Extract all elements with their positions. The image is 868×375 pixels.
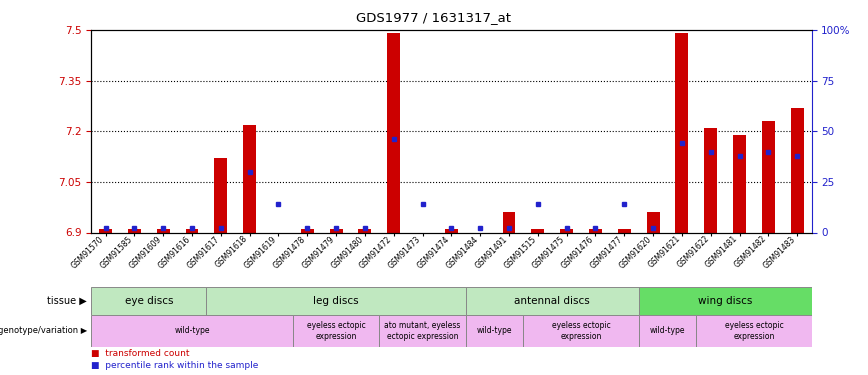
- Text: eyeless ectopic
expression: eyeless ectopic expression: [725, 321, 783, 340]
- Text: GSM91483: GSM91483: [761, 234, 797, 270]
- Text: GSM91622: GSM91622: [675, 234, 711, 270]
- Text: wild-type: wild-type: [650, 326, 685, 335]
- Bar: [639, 287, 812, 315]
- Text: wild-type: wild-type: [174, 326, 210, 335]
- Bar: [696, 315, 812, 347]
- Text: wing discs: wing discs: [698, 296, 753, 306]
- Text: GSM91472: GSM91472: [358, 234, 394, 270]
- Bar: [387, 33, 400, 232]
- Text: eyeless ectopic
expression: eyeless ectopic expression: [552, 321, 610, 340]
- Bar: [791, 108, 804, 232]
- Text: GSM91479: GSM91479: [300, 234, 336, 270]
- Bar: [675, 33, 688, 232]
- Text: GDS1977 / 1631317_at: GDS1977 / 1631317_at: [357, 11, 511, 24]
- Bar: [214, 158, 227, 232]
- Text: GSM91484: GSM91484: [444, 234, 480, 270]
- Bar: [128, 229, 141, 232]
- Text: GSM91515: GSM91515: [503, 234, 538, 270]
- Bar: [293, 315, 379, 347]
- Text: genotype/variation ▶: genotype/variation ▶: [0, 326, 87, 335]
- Text: tissue ▶: tissue ▶: [47, 296, 87, 306]
- Bar: [186, 229, 199, 232]
- Text: GSM91617: GSM91617: [185, 234, 220, 270]
- Text: ■  percentile rank within the sample: ■ percentile rank within the sample: [91, 361, 259, 370]
- Text: eyeless ectopic
expression: eyeless ectopic expression: [306, 321, 365, 340]
- Text: GSM91476: GSM91476: [560, 234, 595, 270]
- Text: GSM91477: GSM91477: [589, 234, 624, 270]
- Bar: [503, 212, 516, 232]
- Bar: [207, 287, 466, 315]
- Bar: [618, 229, 631, 232]
- Bar: [589, 229, 602, 232]
- Bar: [301, 229, 313, 232]
- Bar: [647, 212, 660, 232]
- Bar: [379, 315, 466, 347]
- Text: GSM91621: GSM91621: [647, 234, 682, 270]
- Text: GSM91609: GSM91609: [128, 234, 163, 270]
- Text: ato mutant, eyeless
ectopic expression: ato mutant, eyeless ectopic expression: [385, 321, 461, 340]
- Bar: [99, 229, 112, 232]
- Bar: [523, 315, 639, 347]
- Text: GSM91480: GSM91480: [329, 234, 365, 270]
- Bar: [330, 229, 343, 232]
- Bar: [445, 229, 457, 232]
- Bar: [157, 229, 169, 232]
- Bar: [639, 315, 696, 347]
- Bar: [560, 229, 573, 232]
- Bar: [243, 124, 256, 232]
- Bar: [704, 128, 717, 232]
- Text: GSM91475: GSM91475: [531, 234, 567, 270]
- Bar: [91, 315, 293, 347]
- Bar: [531, 229, 544, 232]
- Text: GSM91585: GSM91585: [99, 234, 135, 270]
- Bar: [358, 229, 372, 232]
- Text: GSM91619: GSM91619: [243, 234, 279, 270]
- Bar: [466, 315, 523, 347]
- Text: GSM91473: GSM91473: [387, 234, 423, 270]
- Text: GSM91481: GSM91481: [704, 234, 740, 270]
- Bar: [762, 121, 775, 232]
- Text: GSM91482: GSM91482: [733, 234, 768, 270]
- Bar: [466, 287, 639, 315]
- Bar: [91, 287, 207, 315]
- Text: GSM91620: GSM91620: [617, 234, 653, 270]
- Text: wild-type: wild-type: [477, 326, 512, 335]
- Text: ■  transformed count: ■ transformed count: [91, 349, 189, 358]
- Text: GSM91474: GSM91474: [416, 234, 451, 270]
- Text: eye discs: eye discs: [124, 296, 173, 306]
- Text: GSM91618: GSM91618: [214, 234, 250, 270]
- Text: antennal discs: antennal discs: [515, 296, 590, 306]
- Text: GSM91478: GSM91478: [272, 234, 307, 270]
- Bar: [733, 135, 746, 232]
- Text: GSM91491: GSM91491: [473, 234, 509, 270]
- Text: GSM91616: GSM91616: [156, 234, 192, 270]
- Text: leg discs: leg discs: [313, 296, 358, 306]
- Text: GSM91570: GSM91570: [69, 234, 106, 270]
